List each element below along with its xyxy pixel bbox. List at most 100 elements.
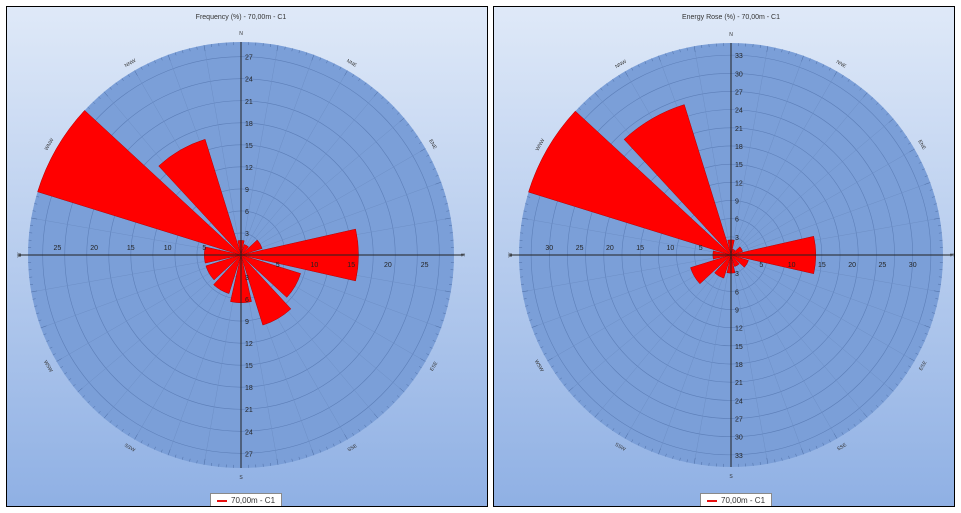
outer-tick <box>420 358 426 362</box>
outer-tick <box>167 54 171 61</box>
outer-tick <box>665 53 667 57</box>
outer-tick <box>203 45 206 52</box>
direction-label: S <box>239 475 243 481</box>
direction-label: ENE <box>427 139 438 151</box>
outer-tick <box>38 319 42 322</box>
outer-tick <box>444 203 448 205</box>
outer-tick <box>373 91 379 97</box>
outer-tick <box>822 64 825 68</box>
outer-tick <box>881 107 884 110</box>
outer-tick <box>833 71 838 77</box>
outer-tick <box>600 87 603 91</box>
outer-tick <box>929 319 933 321</box>
outer-tick <box>32 210 36 212</box>
outer-tick <box>174 454 177 458</box>
tick-label: 25 <box>576 245 584 252</box>
tick-label: 20 <box>90 245 98 252</box>
outer-tick <box>766 46 769 53</box>
outer-tick <box>115 82 118 86</box>
outer-tick <box>98 96 101 100</box>
outer-tick <box>442 196 446 198</box>
outer-tick <box>918 161 922 164</box>
tick-label: 24 <box>735 398 743 405</box>
outer-tick <box>809 448 811 452</box>
tick-label: 15 <box>818 262 826 269</box>
outer-tick <box>420 148 426 152</box>
legend-label: 70,00m - C1 <box>231 496 276 505</box>
rose-bar-wsw <box>690 254 732 285</box>
outer-tick <box>31 290 38 293</box>
outer-tick <box>429 161 433 164</box>
tick-label: 24 <box>245 429 253 436</box>
outer-tick <box>344 70 348 76</box>
outer-tick <box>36 196 40 198</box>
direction-label: NNW <box>614 59 628 70</box>
outer-tick <box>298 456 300 460</box>
tick-label: 5 <box>699 245 703 252</box>
outer-tick <box>291 458 293 462</box>
outer-tick <box>801 448 804 455</box>
outer-tick <box>686 459 688 463</box>
outer-tick <box>446 298 450 300</box>
chart-legend: 70,00m - C1 <box>700 493 773 506</box>
rose-bar-sse <box>240 254 292 326</box>
outer-tick <box>606 83 609 87</box>
grid-spoke <box>730 55 804 256</box>
outer-tick <box>127 432 130 436</box>
outer-tick <box>931 312 935 314</box>
outer-tick <box>924 182 931 185</box>
rose-bar-ene <box>730 246 743 256</box>
outer-tick <box>693 457 696 464</box>
outer-tick <box>426 353 430 356</box>
outer-tick <box>339 66 342 70</box>
outer-tick <box>364 82 367 86</box>
outer-tick <box>444 290 451 293</box>
direction-label: E <box>459 253 465 257</box>
chart-title: Frequency (%) - 70,00m - C1 <box>196 14 287 21</box>
outer-tick <box>853 423 856 427</box>
outer-tick <box>573 394 576 398</box>
outer-tick <box>358 428 361 432</box>
frequency-rose-chart: 3 3 6 6 9 9 12 12 15 15 18 18 21 21 24 24 27 27 5 5 10 10 15 15… <box>7 7 487 506</box>
outer-tick <box>134 434 138 440</box>
tick-label: 3 <box>245 231 249 238</box>
tick-label: 18 <box>245 385 253 392</box>
rose-bar-wnw <box>37 110 242 256</box>
chart-title: Energy Rose (%) - 70,00m - C1 <box>682 14 780 21</box>
outer-tick <box>98 410 101 414</box>
outer-tick <box>432 340 436 342</box>
rose-bar-ssw <box>213 254 242 294</box>
tick-label: 5 <box>202 245 206 252</box>
outer-tick <box>203 458 206 465</box>
tick-label: 9 <box>245 319 249 326</box>
outer-tick <box>154 446 156 450</box>
tick-label: 30 <box>909 262 917 269</box>
grid-spoke <box>240 54 315 256</box>
tick-label: 15 <box>735 344 743 351</box>
outer-tick <box>606 423 609 427</box>
outer-tick <box>895 383 899 386</box>
direction-label: N <box>729 32 733 38</box>
energy-rose-chart: 3366991212151518182121242427273030333355… <box>494 7 954 506</box>
tick-label: 6 <box>735 217 739 224</box>
outer-tick <box>933 217 940 220</box>
outer-tick <box>396 112 400 115</box>
outer-tick <box>924 175 928 177</box>
outer-tick <box>305 52 308 56</box>
grid-spoke <box>240 45 279 256</box>
rose-bar-ese <box>240 254 301 298</box>
outer-tick <box>781 49 783 53</box>
grid-spoke <box>730 148 915 256</box>
tick-label: 15 <box>735 162 743 169</box>
outer-tick <box>631 67 634 71</box>
grid-spoke <box>730 92 868 256</box>
outer-tick <box>284 460 286 464</box>
rose-bar-nnw <box>623 104 732 256</box>
tick-label: 25 <box>879 262 887 269</box>
outer-tick <box>109 87 112 90</box>
outer-tick <box>870 410 874 413</box>
outer-tick <box>795 453 797 457</box>
outer-tick <box>583 102 586 105</box>
rose-bar-ene <box>240 239 263 256</box>
grid-spoke <box>730 182 931 256</box>
